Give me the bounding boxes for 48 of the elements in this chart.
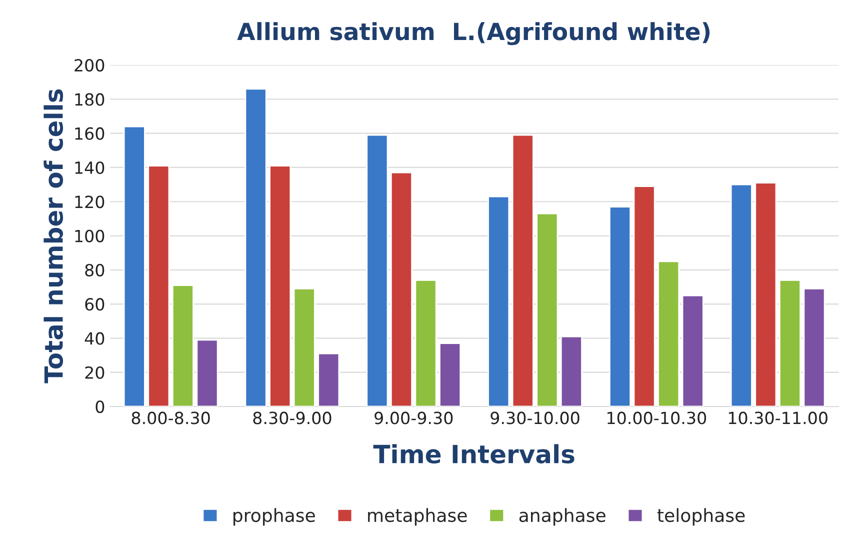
chart-title: Allium sativum L.(Agrifound white) bbox=[237, 22, 710, 46]
y-tick-label: 40 bbox=[84, 332, 104, 345]
y-tick-label: 100 bbox=[75, 230, 104, 242]
x-tick-label: 9.00-9.30 bbox=[374, 412, 453, 424]
bar bbox=[172, 284, 194, 406]
bar bbox=[608, 206, 632, 406]
legend-label: metaphase bbox=[368, 508, 467, 526]
y-tick-label: 0 bbox=[96, 400, 104, 414]
bar bbox=[439, 342, 462, 406]
bar bbox=[196, 339, 218, 406]
bar bbox=[390, 172, 412, 406]
x-tick-label: 9.30-10.00 bbox=[490, 412, 580, 424]
bar bbox=[269, 165, 292, 406]
bar bbox=[366, 134, 388, 406]
bar bbox=[293, 288, 316, 406]
legend-label: telophase bbox=[657, 508, 745, 526]
bar bbox=[778, 279, 801, 406]
bar bbox=[512, 134, 534, 406]
bar bbox=[488, 196, 510, 406]
x-tick-label: 8.30-9.00 bbox=[253, 412, 332, 424]
x-tick-label: 8.00-8.30 bbox=[132, 412, 210, 424]
y-tick-label: 140 bbox=[75, 161, 104, 174]
y-tick-label: 80 bbox=[85, 264, 104, 276]
legend-label: prophase bbox=[234, 508, 315, 526]
legend-label: anaphase bbox=[519, 508, 606, 526]
bar bbox=[803, 288, 826, 406]
y-tick-label: 120 bbox=[75, 196, 104, 208]
x-tick-label: 10.30-11.00 bbox=[728, 412, 828, 424]
bar bbox=[633, 186, 656, 406]
bar bbox=[123, 126, 146, 406]
bar bbox=[560, 336, 582, 406]
y-tick-label: 20 bbox=[85, 366, 104, 379]
bar bbox=[682, 294, 704, 406]
bar bbox=[730, 184, 752, 406]
bar bbox=[754, 182, 777, 406]
bar bbox=[244, 88, 267, 406]
y-axis-title: Total number of cells bbox=[44, 89, 64, 384]
bar bbox=[318, 352, 340, 406]
bar bbox=[658, 260, 680, 406]
x-tick-label: 10.00-10.30 bbox=[608, 412, 706, 424]
y-tick-label: 200 bbox=[74, 59, 104, 72]
bar bbox=[536, 212, 558, 406]
bar bbox=[148, 165, 170, 406]
y-tick-label: 160 bbox=[75, 127, 104, 140]
x-axis-title: Time Intervals bbox=[373, 444, 574, 464]
bar bbox=[414, 279, 437, 406]
y-tick-label: 180 bbox=[75, 93, 104, 106]
y-tick-label: 60 bbox=[85, 298, 104, 311]
